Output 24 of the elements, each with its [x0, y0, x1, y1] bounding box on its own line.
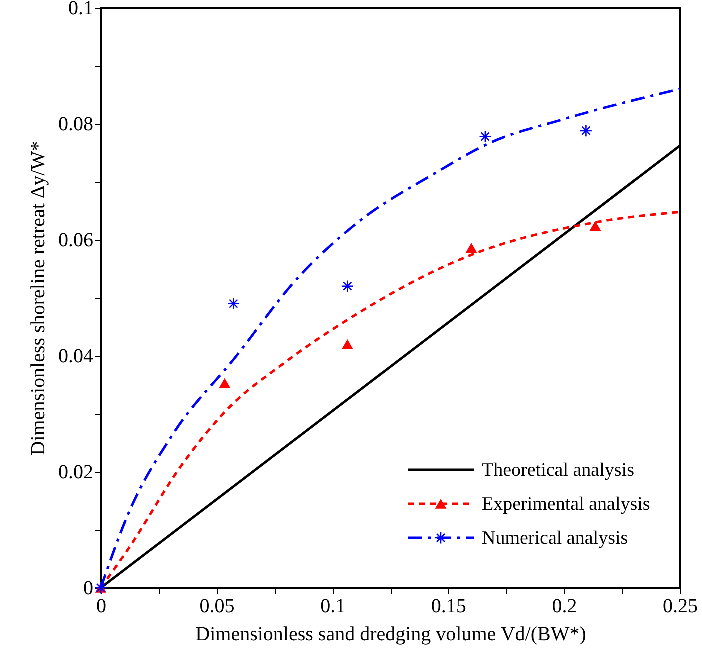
point — [219, 378, 231, 388]
legend-label: Numerical analysis — [482, 528, 628, 549]
y-axis-title: Dimensionless shoreline retreat Δy/W* — [28, 141, 50, 456]
x-tick-label: 0.2 — [552, 596, 578, 618]
point — [466, 243, 478, 254]
y-tick-label: 0.06 — [58, 230, 94, 252]
x-tick-label: 0.1 — [320, 596, 346, 618]
x-tick-label: 0.25 — [663, 596, 698, 618]
point — [479, 130, 492, 144]
x-tick-label: 0.15 — [431, 596, 466, 618]
y-tick-label: 0 — [84, 578, 94, 600]
y-tick-label: 0.1 — [68, 0, 94, 20]
y-tick-label: 0.02 — [58, 462, 94, 484]
y-tick-label: 0.08 — [58, 114, 94, 136]
point — [341, 280, 354, 293]
x-axis-title: Dimensionless sand dredging volume Vd/(BW*) — [196, 624, 586, 646]
point — [227, 297, 240, 310]
legend-label: Theoretical analysis — [482, 460, 634, 481]
point — [580, 124, 593, 138]
y-tick-label: 0.04 — [58, 346, 94, 368]
point — [342, 339, 354, 350]
legend-label: Experimental analysis — [482, 494, 650, 515]
x-tick-label: 0.05 — [200, 596, 235, 618]
point — [590, 221, 602, 232]
